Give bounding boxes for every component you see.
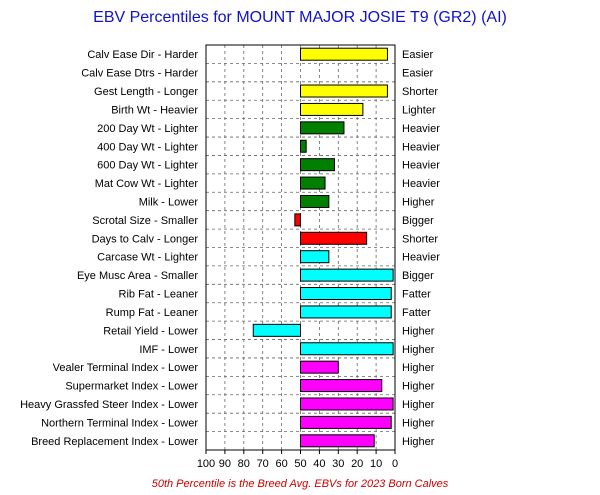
trait-label-right: Bigger: [402, 215, 434, 227]
x-tick-label: 90: [219, 458, 231, 470]
trait-label-right: Higher: [402, 362, 435, 374]
trait-label-right: Higher: [402, 381, 435, 393]
trait-label-left: 400 Day Wt - Lighter: [97, 141, 198, 153]
percentile-bar: [300, 379, 383, 393]
percentile-bar: [300, 268, 394, 282]
trait-label-right: Shorter: [402, 86, 438, 98]
trait-label-right: Shorter: [402, 233, 438, 245]
percentile-bar: [300, 434, 375, 448]
right-labels: Easier Easier Shorter Lighter Heavier Heavier…: [402, 49, 440, 448]
percentile-bar: [300, 287, 392, 301]
percentile-bar: [300, 415, 392, 429]
trait-label-right: Easier: [402, 68, 434, 80]
percentile-bar: [300, 342, 394, 356]
trait-label-left: Supermarket Index - Lower: [65, 381, 198, 393]
trait-label-left: Gest Length - Longer: [94, 86, 198, 98]
trait-label-left: Rump Fat - Leaner: [106, 307, 199, 319]
trait-label-right: Fatter: [402, 307, 431, 319]
trait-label-left: IMF - Lower: [139, 344, 198, 356]
x-tick-label: 0: [392, 458, 398, 470]
trait-label-right: Lighter: [402, 104, 436, 116]
chart-bars: [252, 47, 394, 448]
trait-label-left: Breed Replacement Index - Lower: [31, 436, 198, 448]
percentile-bar: [300, 250, 330, 264]
percentile-bar: [300, 360, 339, 374]
x-tick-label: 40: [313, 458, 325, 470]
percentile-bar: [300, 102, 364, 116]
percentile-bar: [300, 158, 336, 172]
trait-label-left: Milk - Lower: [139, 196, 199, 208]
x-tick-label: 10: [370, 458, 382, 470]
x-tick-label: 70: [257, 458, 269, 470]
x-tick-label: 60: [275, 458, 287, 470]
trait-label-left: Birth Wt - Heavier: [111, 104, 198, 116]
trait-label-left: Heavy Grassfed Steer Index - Lower: [20, 399, 198, 411]
percentile-bar: [300, 84, 388, 98]
trait-label-left: Scrotal Size - Smaller: [92, 215, 198, 227]
x-tick-label: 100: [197, 458, 215, 470]
trait-label-left: 200 Day Wt - Lighter: [97, 123, 198, 135]
percentile-bar: [300, 139, 307, 153]
trait-label-left: Northern Terminal Index - Lower: [41, 417, 198, 429]
trait-label-left: 600 Day Wt - Lighter: [97, 160, 198, 172]
trait-label-left: Calv Ease Dir - Harder: [87, 49, 198, 61]
percentile-bar: [300, 194, 330, 208]
trait-label-right: Bigger: [402, 270, 434, 282]
percentile-bar: [300, 121, 345, 135]
x-tick-label: 80: [238, 458, 250, 470]
trait-label-left: Retail Yield - Lower: [103, 325, 198, 337]
trait-label-right: Higher: [402, 399, 435, 411]
x-axis-ticks: 100 90 80 70 60 50 40 30 20 10 0: [197, 450, 398, 470]
trait-label-right: Heavier: [402, 178, 440, 190]
trait-label-right: Higher: [402, 417, 435, 429]
percentile-bar: [300, 47, 388, 61]
percentile-bar: [252, 323, 301, 337]
percentile-bar: [300, 397, 394, 411]
percentile-bar: [294, 213, 301, 227]
trait-label-right: Fatter: [402, 289, 431, 301]
trait-label-right: Heavier: [402, 123, 440, 135]
percentile-bar: [300, 305, 392, 319]
percentile-bar: [300, 231, 368, 245]
trait-label-right: Higher: [402, 325, 435, 337]
trait-label-left: Mat Cow Wt - Lighter: [95, 178, 199, 190]
chart-footnote: 50th Percentile is the Breed Avg. EBVs f…: [152, 478, 449, 490]
trait-label-right: Higher: [402, 344, 435, 356]
trait-label-right: Heavier: [402, 160, 440, 172]
trait-label-right: Heavier: [402, 141, 440, 153]
percentile-bar: [300, 176, 326, 190]
trait-label-left: Days to Calv - Longer: [92, 233, 199, 245]
trait-label-left: Eye Musc Area - Smaller: [77, 270, 198, 282]
x-tick-label: 20: [351, 458, 363, 470]
x-tick-label: 30: [332, 458, 344, 470]
trait-label-left: Carcase Wt - Lighter: [97, 252, 198, 264]
trait-label-left: Calv Ease Dtrs - Harder: [81, 68, 198, 80]
x-tick-label: 50: [294, 458, 306, 470]
chart-title: EBV Percentiles for MOUNT MAJOR JOSIE T9…: [93, 9, 507, 26]
trait-label-right: Higher: [402, 196, 435, 208]
trait-label-left: Vealer Terminal Index - Lower: [53, 362, 199, 374]
trait-label-right: Heavier: [402, 252, 440, 264]
trait-label-right: Easier: [402, 49, 434, 61]
trait-label-left: Rib Fat - Leaner: [119, 289, 199, 301]
left-labels: Calv Ease Dir - Harder Calv Ease Dtrs - H…: [20, 49, 198, 448]
trait-label-right: Higher: [402, 436, 435, 448]
